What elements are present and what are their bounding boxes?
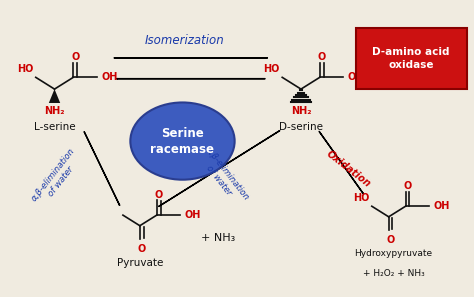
Text: + NH₃: + NH₃ [201, 233, 236, 243]
FancyBboxPatch shape [356, 28, 467, 89]
Text: Oxidation: Oxidation [324, 149, 373, 189]
Text: Serine
racemase: Serine racemase [150, 127, 215, 156]
Text: NH₂: NH₂ [291, 106, 311, 116]
Text: O: O [71, 52, 79, 62]
Polygon shape [49, 89, 60, 103]
Text: L-serine: L-serine [34, 122, 75, 132]
Text: α,β-elimination
of water: α,β-elimination of water [195, 145, 250, 208]
Text: NH₂: NH₂ [44, 106, 65, 116]
Text: OH: OH [185, 210, 201, 220]
Text: O: O [403, 181, 411, 191]
Text: O: O [155, 190, 163, 200]
Text: D-amino acid
oxidase: D-amino acid oxidase [373, 48, 450, 70]
Text: O: O [137, 244, 146, 254]
Text: OH: OH [348, 72, 365, 82]
Text: HO: HO [353, 193, 369, 203]
Text: Hydroxypyruvate: Hydroxypyruvate [355, 249, 432, 258]
Ellipse shape [130, 102, 235, 180]
Text: O: O [318, 52, 326, 62]
Text: OH: OH [434, 201, 450, 211]
Text: + H₂O₂ + NH₃: + H₂O₂ + NH₃ [363, 269, 424, 278]
Text: D-serine: D-serine [279, 122, 323, 132]
Text: Isomerization: Isomerization [145, 34, 225, 47]
Text: Pyruvate: Pyruvate [117, 258, 163, 268]
Text: α,β-elimination
of water: α,β-elimination of water [29, 147, 84, 210]
Text: HO: HO [264, 64, 280, 74]
Text: HO: HO [17, 64, 33, 74]
Text: O: O [386, 236, 395, 245]
Text: OH: OH [101, 72, 118, 82]
